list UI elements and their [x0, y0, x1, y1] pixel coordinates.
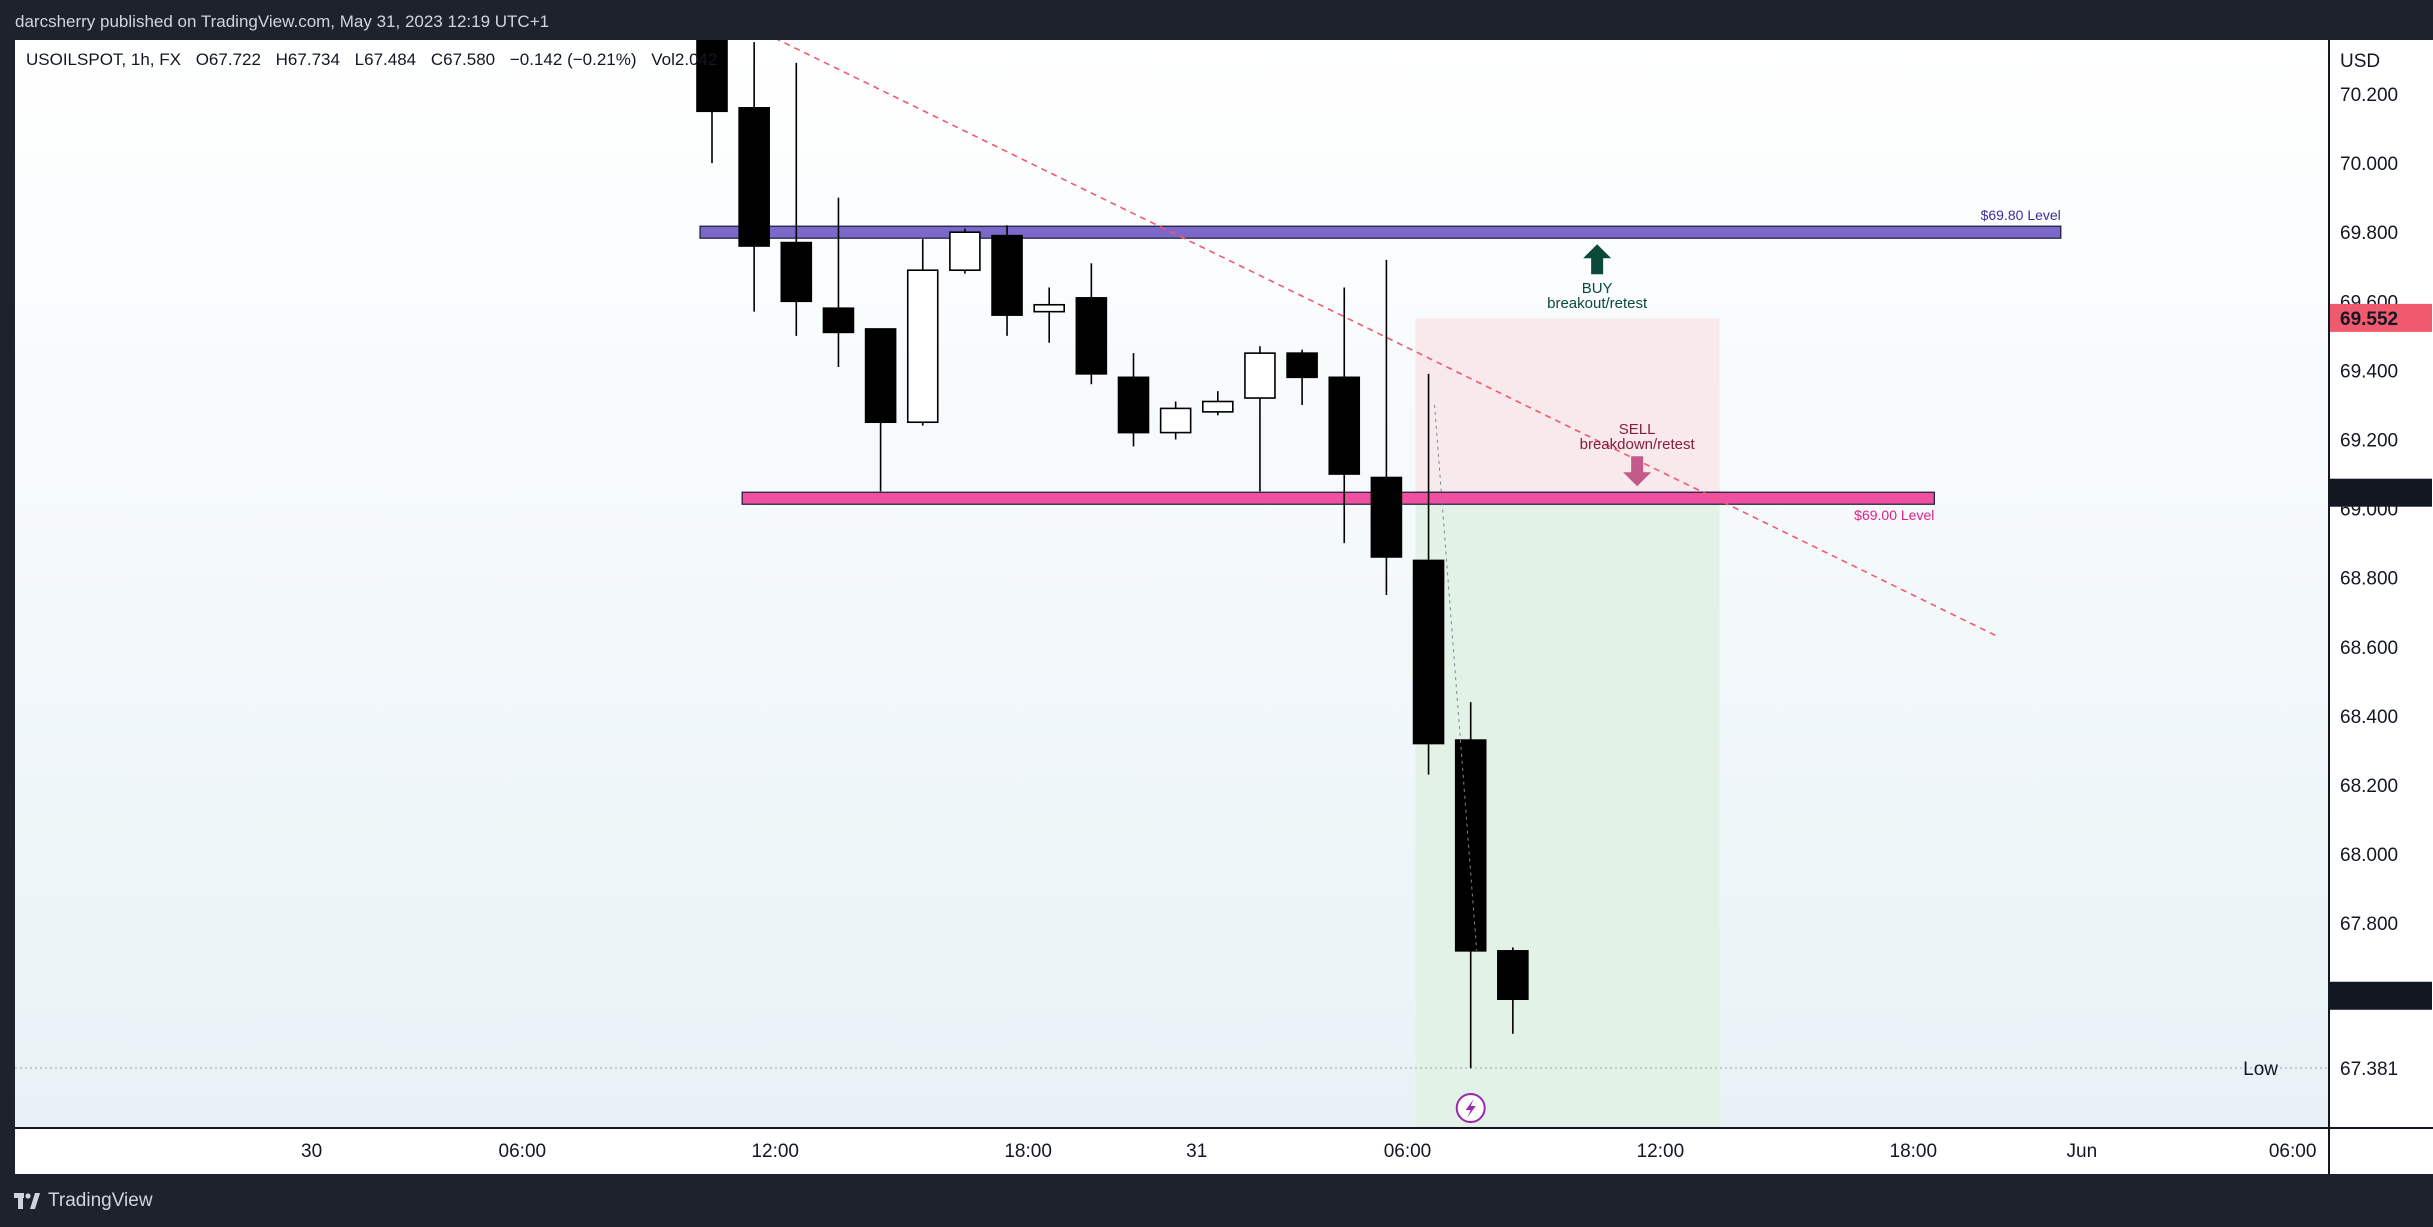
candle-body — [822, 307, 855, 334]
candle-body — [991, 234, 1023, 316]
candle-body — [906, 269, 939, 424]
candle-body — [1159, 407, 1192, 434]
candle-body — [1328, 376, 1361, 475]
candle-body — [738, 107, 770, 247]
candle-body — [1286, 352, 1318, 379]
bottom-bar: TradingView — [0, 1174, 2433, 1227]
y-tick-label: 68.000 — [2340, 845, 2398, 866]
y-tick-label: 68.200 — [2340, 776, 2398, 797]
price-axis[interactable] — [2328, 40, 2433, 1127]
projection-line — [1434, 404, 1478, 951]
candle-body — [1370, 476, 1403, 558]
top-bar: darcsherry published on TradingView.com,… — [0, 0, 2433, 40]
sell-label: SELL — [1619, 421, 1656, 438]
y-tick-label: 70.200 — [2340, 85, 2398, 106]
candle-body — [1202, 400, 1234, 413]
low-value-label: 67.381 — [2340, 1059, 2398, 1080]
lightning-icon — [1465, 1099, 1476, 1117]
y-tick-label: 69.200 — [2340, 431, 2398, 452]
y-tick-label: 68.600 — [2340, 638, 2398, 659]
legend-symbol[interactable]: USOILSPOT, 1h, FX — [26, 50, 181, 69]
sell-sub-label: breakdown/retest — [1580, 436, 1696, 453]
legend-open: O67.722 — [195, 50, 261, 69]
y-tick-label: 69.400 — [2340, 361, 2398, 382]
x-tick-label: 12:00 — [1637, 1141, 1685, 1162]
countdown-tag: 40:46 — [2340, 987, 2389, 1008]
candle-body — [1244, 352, 1276, 399]
support-level-label: $69.00 Level — [1854, 507, 1934, 523]
x-tick-label: 18:00 — [1004, 1141, 1052, 1162]
resistance-level — [699, 225, 2062, 239]
candle-body — [696, 40, 728, 113]
buy-arrow-icon — [1583, 244, 1612, 275]
entry-price-tag-bg — [2330, 478, 2432, 507]
chart-area[interactable] — [15, 40, 2328, 1127]
tradingview-logo-icon — [14, 1193, 40, 1209]
chart-legend: USOILSPOT, 1h, FX O67.722 H67.734 L67.48… — [26, 50, 727, 70]
y-tick-label: 70.000 — [2340, 154, 2398, 175]
candle-body — [1454, 739, 1487, 952]
resistance-level-label: $69.80 Level — [1981, 207, 2061, 223]
candle-body — [1075, 297, 1108, 375]
candle-body — [1497, 950, 1529, 1001]
candle-body — [1033, 303, 1065, 313]
time-axis[interactable] — [15, 1127, 2328, 1176]
legend-high: H67.734 — [275, 50, 340, 69]
candle-body — [1117, 376, 1150, 434]
current-price-tag: 69.552 — [2340, 309, 2398, 330]
tradingview-logo[interactable]: TradingView — [14, 1190, 153, 1212]
y-tick-label: 68.800 — [2340, 569, 2398, 590]
x-tick-label: Jun — [2067, 1141, 2098, 1162]
x-tick-label: 06:00 — [1384, 1141, 1432, 1162]
support-level — [741, 491, 1935, 505]
trendline — [776, 40, 1998, 638]
entry-price-tag: 69.046 — [2340, 484, 2398, 505]
publisher-line: darcsherry published on TradingView.com,… — [15, 12, 550, 31]
axis-corner — [2328, 1127, 2433, 1176]
y-tick-label: 69.800 — [2340, 223, 2398, 244]
legend-low: L67.484 — [354, 50, 417, 69]
x-tick-label: 06:00 — [499, 1141, 547, 1162]
candle-body — [1412, 559, 1445, 745]
candle-body — [949, 231, 981, 272]
tradingview-brand: TradingView — [48, 1190, 153, 1211]
legend-close: C67.580 — [430, 50, 496, 69]
x-tick-label: 18:00 — [1890, 1141, 1938, 1162]
legend-volume: Vol2.042 — [651, 50, 718, 69]
buy-sub-label: breakout/retest — [1547, 295, 1648, 312]
x-tick-label: 06:00 — [2269, 1141, 2317, 1162]
countdown-tag-bg — [2330, 981, 2432, 1010]
low-label: Low — [2243, 1059, 2278, 1080]
stop-zone — [1415, 318, 1720, 493]
buy-label: BUY — [1582, 280, 1613, 297]
x-tick-label: 30 — [301, 1141, 322, 1162]
y-tick-label: 67.800 — [2340, 914, 2398, 935]
y-tick-label: 68.400 — [2340, 707, 2398, 728]
current-price-tag-bg — [2330, 303, 2432, 332]
x-tick-label: 12:00 — [751, 1141, 799, 1162]
candle-body — [864, 328, 897, 424]
x-tick-label: 31 — [1186, 1141, 1207, 1162]
currency-label: USD — [2340, 51, 2380, 72]
candle-body — [780, 241, 813, 303]
legend-change: −0.142 (−0.21%) — [509, 50, 637, 69]
plot-layer: $69.80 Level $69.00 Level BUYbreakout/rete… — [15, 40, 2328, 1127]
sell-arrow-icon — [1623, 456, 1652, 487]
